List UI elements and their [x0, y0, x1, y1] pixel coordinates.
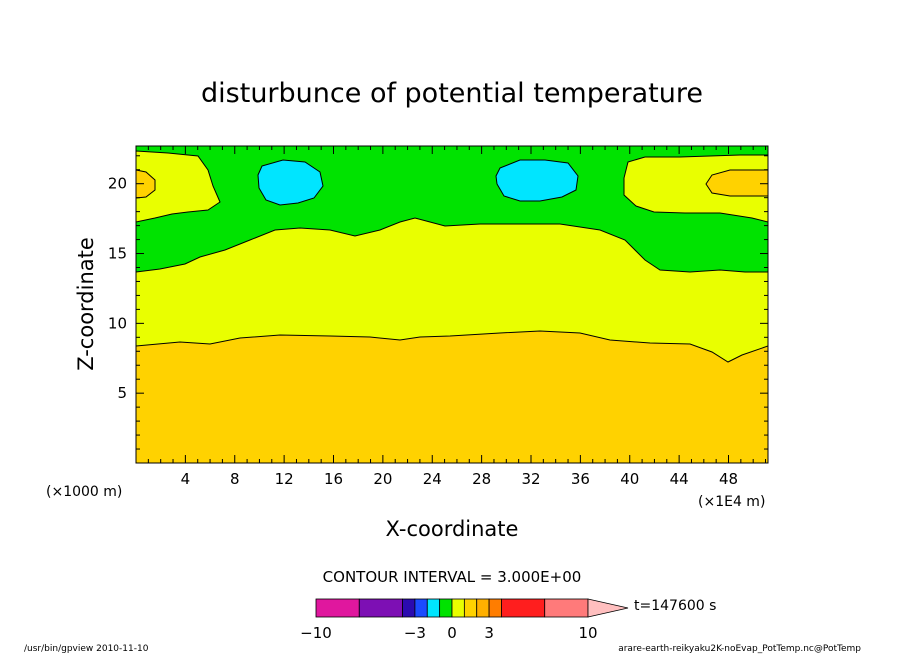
- y-tick-label: 10: [108, 314, 127, 332]
- x-tick-label: 48: [719, 470, 738, 488]
- colorbar-swatch: [414, 598, 428, 618]
- x-tick-label: 4: [181, 470, 191, 488]
- colorbar-overflow-triangle: [587, 598, 629, 618]
- x-tick-label: 20: [373, 470, 392, 488]
- colorbar-tick-label: 0: [447, 624, 457, 642]
- plot-area: [135, 145, 769, 464]
- colorbar-swatch: [439, 598, 453, 618]
- x-tick-label: 24: [423, 470, 442, 488]
- contour-interval-label: CONTOUR INTERVAL = 3.000E+00: [323, 568, 582, 586]
- x-tick-label: 32: [521, 470, 540, 488]
- y-tick-label: 20: [108, 175, 127, 193]
- x-tick-labels: 4 8 12 16 20 24 28 32 36 40 44 48: [181, 470, 738, 488]
- colorbar-swatch: [544, 598, 589, 618]
- colorbar-tick-label: 10: [578, 624, 597, 642]
- y-axis-title: Z-coordinate: [74, 237, 98, 371]
- colorbar-tick-label: −10: [300, 624, 332, 642]
- colorbar-swatch: [358, 598, 403, 618]
- cold-core-right: [495, 159, 579, 202]
- colorbar-swatch: [488, 598, 502, 618]
- tick-marks: [136, 146, 768, 463]
- y-tick-label: 15: [108, 245, 127, 263]
- x-tick-label: 44: [670, 470, 689, 488]
- y-tick-label: 5: [117, 384, 127, 402]
- cold-core-left: [257, 159, 324, 206]
- colorbar-swatch: [463, 598, 478, 618]
- colorbar-swatch: [402, 598, 416, 618]
- x-axis-title: X-coordinate: [386, 517, 519, 541]
- x-unit-right: (×1E4 m): [698, 494, 765, 510]
- footer-right: arare-earth-reikyaku2K-noEvap_PotTemp.nc…: [618, 644, 861, 654]
- x-unit-left: (×1000 m): [46, 484, 122, 500]
- core-0-to-3-right: [705, 169, 768, 197]
- x-tick-label: 40: [620, 470, 639, 488]
- colorbar-swatch: [315, 598, 360, 618]
- colorbar-swatch: [501, 598, 546, 618]
- chart-title: disturbunce of potential temperature: [201, 78, 703, 109]
- core-0-to-3-left: [136, 169, 156, 199]
- x-tick-label: 16: [324, 470, 343, 488]
- colorbar-swatch: [476, 598, 490, 618]
- plot-frame: [135, 145, 769, 464]
- colorbar-swatch: [426, 598, 441, 618]
- colorbar-tick-label: 3: [484, 624, 494, 642]
- x-tick-label: 8: [230, 470, 240, 488]
- colorbar-tick-labels: −10 −3 0 3 10: [300, 624, 597, 642]
- colorbar-swatch: [451, 598, 465, 618]
- x-tick-label: 12: [275, 470, 294, 488]
- time-label: t=147600 s: [634, 598, 716, 614]
- colorbar-tick-label: −3: [404, 624, 426, 642]
- band-0-to-3-upper-left: [136, 150, 221, 223]
- y-tick-labels: 5 10 15 20: [108, 175, 127, 402]
- footer-left: /usr/bin/gpview 2010-11-10: [24, 644, 149, 654]
- colorbar: [315, 598, 629, 618]
- x-tick-label: 36: [571, 470, 590, 488]
- x-tick-label: 28: [472, 470, 491, 488]
